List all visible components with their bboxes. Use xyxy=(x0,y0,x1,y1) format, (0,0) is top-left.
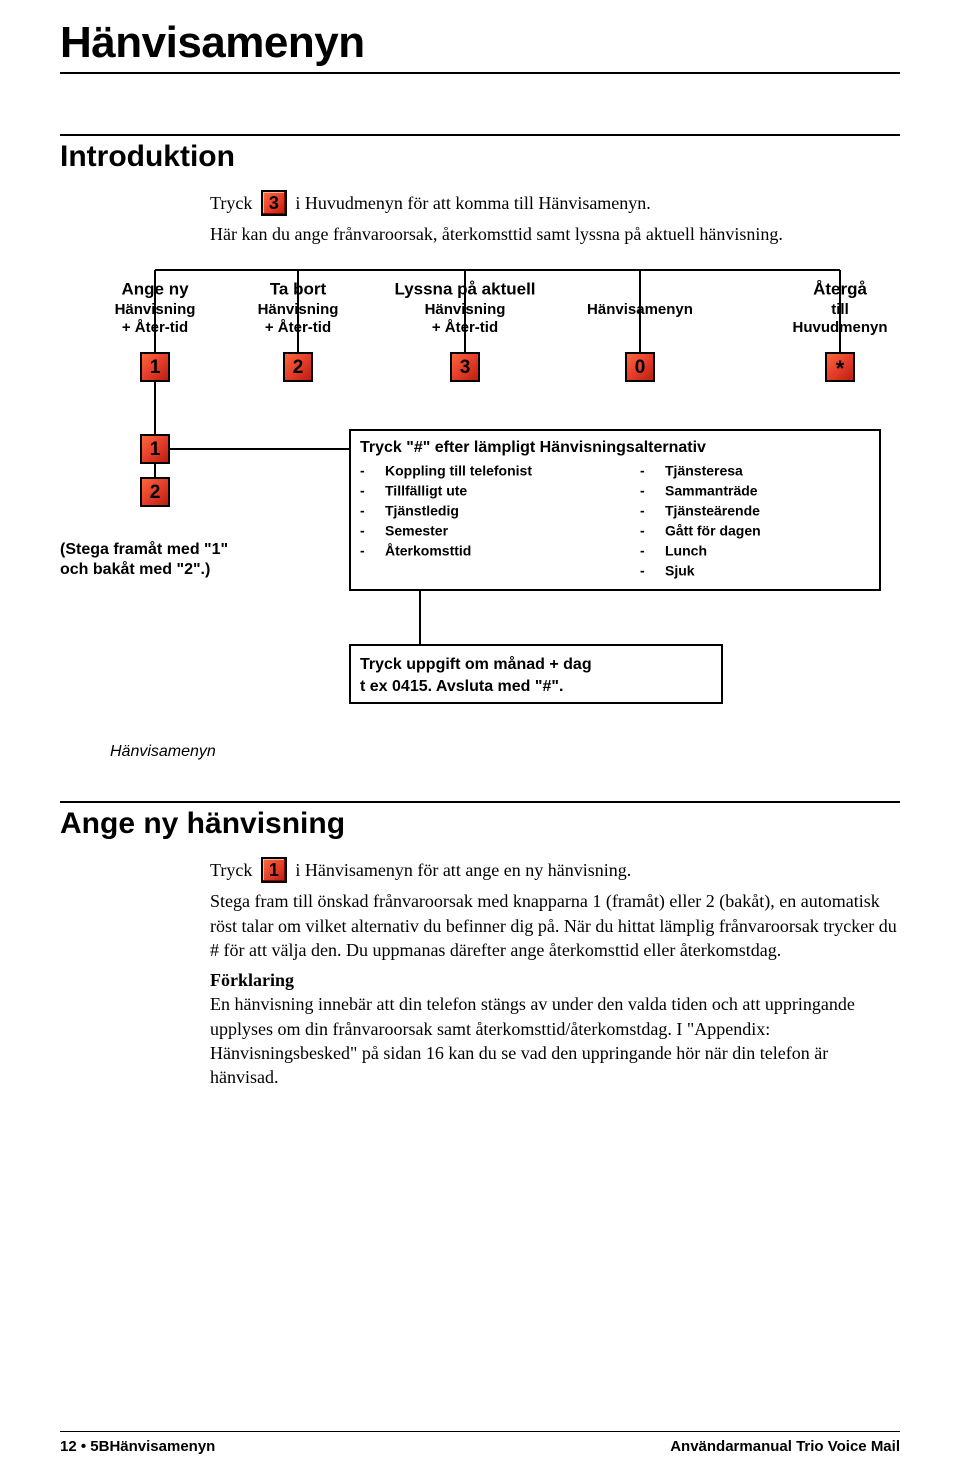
opt-5-head: Återgå xyxy=(813,280,867,299)
opt-3-head: Lyssna på aktuell xyxy=(394,280,535,299)
svg-text:1: 1 xyxy=(150,357,161,378)
svg-text:1: 1 xyxy=(150,439,161,460)
page-footer: 12 • 5BHänvisamenyn Användarmanual Trio … xyxy=(60,1431,900,1455)
menu-diagram: Ange ny Hänvisning + Åter-tid 1 Ta bort … xyxy=(60,260,900,725)
alt-title: Tryck "#" efter lämpligt Hänvisningsalte… xyxy=(360,440,706,457)
step-note-1: (Stega framåt med "1" xyxy=(60,541,228,559)
svg-text:-: - xyxy=(640,483,645,499)
step-note-2: och bakåt med "2".) xyxy=(60,561,210,579)
svg-text:-: - xyxy=(360,463,365,479)
opt-2-head: Ta bort xyxy=(270,280,327,299)
svg-text:Tjänsteresa: Tjänsteresa xyxy=(665,463,743,479)
opt-4-l1: Hänvisamenyn xyxy=(587,301,693,318)
svg-text:3: 3 xyxy=(460,357,471,378)
svg-text:Tjänstledig: Tjänstledig xyxy=(385,503,459,519)
section-introduction: Introduktion xyxy=(60,134,900,174)
svg-text:-: - xyxy=(360,483,365,499)
svg-text:Semester: Semester xyxy=(385,523,449,539)
svg-text:-: - xyxy=(640,523,645,539)
svg-text:2: 2 xyxy=(150,482,161,503)
opt-2-l1: Hänvisning xyxy=(258,301,339,318)
opt-3-l2: + Åter-tid xyxy=(432,319,498,336)
text: Tryck xyxy=(210,191,257,215)
explanation-heading: Förklaring xyxy=(210,970,294,990)
svg-text:*: * xyxy=(836,356,845,381)
page-title: Hänvisamenyn xyxy=(60,18,900,74)
text: i Huvudmenyn för att komma till Hänvisam… xyxy=(291,191,651,215)
svg-text:-: - xyxy=(360,543,365,559)
text: Tryck xyxy=(210,858,257,882)
svg-text:Tjänsteärende: Tjänsteärende xyxy=(665,503,760,519)
key-1-icon: 1 xyxy=(261,857,287,883)
key-3-icon: 3 xyxy=(261,190,287,216)
opt-1-l1: Hänvisning xyxy=(115,301,196,318)
svg-text:-: - xyxy=(360,503,365,519)
text: i Hänvisamenyn för att ange en ny hänvis… xyxy=(291,858,631,882)
bottom-l2: t ex 0415. Avsluta med "#". xyxy=(360,679,563,696)
svg-text:0: 0 xyxy=(635,357,646,378)
footer-right: Användarmanual Trio Voice Mail xyxy=(670,1438,900,1455)
svg-text:Sjuk: Sjuk xyxy=(665,563,695,579)
svg-text:-: - xyxy=(640,463,645,479)
explanation-body: En hänvisning innebär att din telefon st… xyxy=(210,994,855,1087)
opt-1-head: Ange ny xyxy=(121,280,189,299)
svg-text:Tillfälligt ute: Tillfälligt ute xyxy=(385,483,467,499)
intro-paragraph-2: Här kan du ange frånvaroorsak, återkomst… xyxy=(210,222,900,246)
svg-text:Gått för dagen: Gått för dagen xyxy=(665,523,761,539)
opt-1-l2: + Åter-tid xyxy=(122,319,188,336)
svg-text:2: 2 xyxy=(293,357,304,378)
bottom-l1: Tryck uppgift om månad + dag xyxy=(360,656,592,674)
svg-text:Återkomsttid: Återkomsttid xyxy=(385,543,471,559)
footer-left: 12 • 5BHänvisamenyn xyxy=(60,1438,215,1455)
sec2-paragraph-1: Tryck 1 i Hänvisamenyn för att ange en n… xyxy=(210,857,900,883)
opt-5-l2: Huvudmenyn xyxy=(792,319,887,336)
svg-text:Sammanträde: Sammanträde xyxy=(665,483,758,499)
svg-text:Lunch: Lunch xyxy=(665,543,707,559)
opt-5-l1: till xyxy=(831,301,849,318)
intro-paragraph-1: Tryck 3 i Huvudmenyn för att komma till … xyxy=(210,190,900,216)
svg-text:-: - xyxy=(640,543,645,559)
section-ange-ny: Ange ny hänvisning xyxy=(60,801,900,841)
opt-3-l1: Hänvisning xyxy=(425,301,506,318)
diagram-caption: Hänvisamenyn xyxy=(110,743,900,761)
sec2-explanation: Förklaring En hänvisning innebär att din… xyxy=(210,968,900,1089)
opt-2-l2: + Åter-tid xyxy=(265,319,331,336)
svg-text:Koppling till telefonist: Koppling till telefonist xyxy=(385,463,532,479)
svg-text:-: - xyxy=(640,503,645,519)
svg-text:-: - xyxy=(360,523,365,539)
svg-text:-: - xyxy=(640,563,645,579)
sec2-paragraph-2: Stega fram till önskad frånvaroorsak med… xyxy=(210,889,900,962)
